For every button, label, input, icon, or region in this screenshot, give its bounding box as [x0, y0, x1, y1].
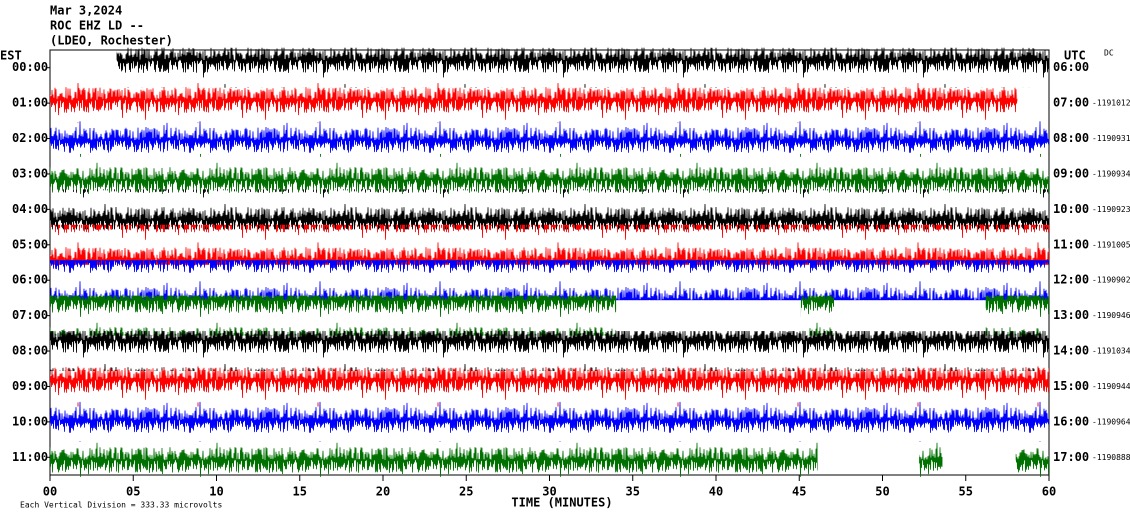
est-label: 06:00	[12, 273, 48, 287]
utc-label: 10:00	[1053, 202, 1089, 216]
utc-label: 14:00	[1053, 344, 1089, 358]
x-tick-label: 35	[626, 485, 640, 499]
trace-segment	[116, 47, 1050, 88]
utc-label: 12:00	[1053, 273, 1089, 287]
x-tick-label: 25	[459, 485, 473, 499]
trace-segment	[50, 331, 1049, 372]
est-label: 07:00	[12, 308, 48, 322]
count-label: -1190946	[1092, 311, 1130, 320]
trace-segment	[50, 83, 1018, 124]
network: (LDEO, Rochester)	[50, 34, 173, 48]
x-tick-label: 60	[1042, 485, 1056, 499]
utc-label: 15:00	[1053, 379, 1089, 393]
x-tick-label: 30	[542, 485, 556, 499]
est-label: 05:00	[12, 237, 48, 251]
trace-segment	[50, 401, 1049, 442]
x-tick-label: 20	[376, 485, 390, 499]
trace-segment	[800, 295, 835, 336]
trace-segment	[1015, 437, 1049, 478]
trace-segment	[50, 189, 1049, 230]
est-label: 08:00	[12, 344, 48, 358]
trace-segment	[50, 295, 617, 336]
footnote: Each Vertical Division = 333.33 microvol…	[20, 501, 222, 510]
est-label: 02:00	[12, 131, 48, 145]
est-label: 03:00	[12, 166, 48, 180]
est-label: 00:00	[12, 60, 48, 74]
x-tick-label: 40	[709, 485, 723, 499]
count-label: -1190931	[1092, 134, 1130, 143]
utc-label: 09:00	[1053, 166, 1089, 180]
utc-label: 11:00	[1053, 237, 1089, 251]
trace-segment	[50, 260, 1049, 301]
est-label: 11:00	[12, 450, 48, 464]
trace-segment	[50, 437, 818, 478]
x-tick-label: 50	[875, 485, 889, 499]
est-label: 09:00	[12, 379, 48, 393]
count-label: -1190944	[1092, 382, 1130, 391]
trace-segment	[50, 118, 1049, 159]
utc-label: 07:00	[1053, 96, 1089, 110]
right-axis-label: UTC	[1064, 49, 1086, 63]
count-label: -1191012	[1092, 99, 1130, 108]
trace-segment	[50, 366, 1049, 407]
x-tick-label: 05	[126, 485, 140, 499]
x-tick-label: 00	[43, 485, 57, 499]
est-label: 04:00	[12, 202, 48, 216]
trace-segment	[985, 295, 1049, 336]
utc-label: 17:00	[1053, 450, 1089, 464]
corner-note: DC	[1104, 49, 1114, 58]
trace-segment	[50, 224, 1049, 265]
x-tick-label: 45	[792, 485, 806, 499]
left-axis-label: EST	[0, 49, 22, 63]
utc-label: 16:00	[1053, 414, 1089, 428]
count-label: -1191034	[1092, 347, 1130, 356]
est-label: 10:00	[12, 414, 48, 428]
x-tick-label: 15	[293, 485, 307, 499]
x-tick-label: 55	[959, 485, 973, 499]
utc-label: 06:00	[1053, 60, 1089, 74]
count-label: -1190923	[1092, 205, 1130, 214]
chart-title: Mar 3,2024	[50, 4, 122, 18]
utc-label: 08:00	[1053, 131, 1089, 145]
count-label: -1190964	[1092, 417, 1130, 426]
trace-segment	[50, 153, 1049, 194]
count-label: -1190888	[1092, 453, 1130, 462]
est-label: 01:00	[12, 96, 48, 110]
trace-segment	[919, 437, 943, 478]
x-axis-label: TIME (MINUTES)	[511, 496, 612, 510]
count-label: -1190934	[1092, 169, 1130, 178]
station: ROC EHZ LD --	[50, 19, 144, 33]
utc-label: 13:00	[1053, 308, 1089, 322]
count-label: -1190902	[1092, 276, 1130, 285]
x-tick-label: 10	[209, 485, 223, 499]
count-label: -1191005	[1092, 240, 1130, 249]
